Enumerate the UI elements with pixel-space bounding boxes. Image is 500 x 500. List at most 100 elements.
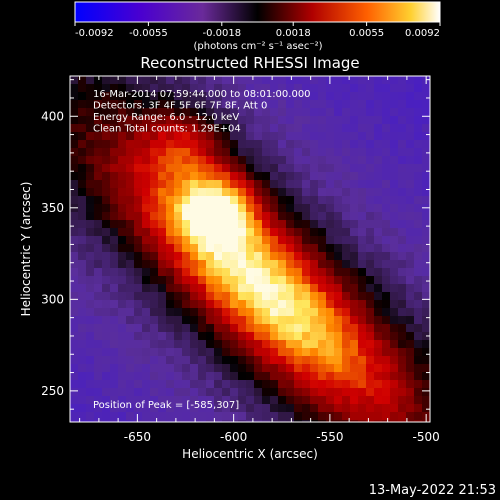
- heatmap-cell: [414, 372, 423, 381]
- heatmap-cell: [206, 116, 215, 125]
- heatmap-cell: [334, 84, 343, 93]
- heatmap-cell: [86, 284, 95, 293]
- timestamp: 13-May-2022 21:53: [369, 483, 496, 498]
- heatmap-cell: [254, 308, 263, 317]
- heatmap-cell: [102, 204, 111, 213]
- heatmap-cell: [334, 420, 343, 422]
- heatmap-cell: [158, 300, 167, 309]
- heatmap-cell: [294, 228, 303, 237]
- heatmap-cell: [182, 156, 191, 165]
- heatmap-cell: [238, 372, 247, 381]
- heatmap-cell: [190, 236, 199, 245]
- heatmap-cell: [422, 124, 430, 133]
- heatmap-cell: [326, 324, 335, 333]
- heatmap-cell: [142, 116, 151, 125]
- heatmap-cell: [310, 188, 319, 197]
- heatmap-cell: [78, 260, 87, 269]
- heatmap-cell: [94, 324, 103, 333]
- heatmap-cell: [158, 268, 167, 277]
- heatmap-cell: [126, 348, 135, 357]
- heatmap-cell: [326, 316, 335, 325]
- heatmap-cell: [190, 148, 199, 157]
- heatmap-cell: [310, 332, 319, 341]
- heatmap-cell: [78, 92, 87, 101]
- heatmap-cell: [358, 108, 367, 117]
- heatmap-cell: [158, 220, 167, 229]
- heatmap-cell: [230, 188, 239, 197]
- heatmap-cell: [278, 164, 287, 173]
- heatmap-cell: [318, 76, 327, 85]
- heatmap-cell: [414, 124, 423, 133]
- heatmap-cell: [134, 164, 143, 173]
- heatmap-cell: [190, 252, 199, 261]
- heatmap-cell: [310, 132, 319, 141]
- heatmap-cell: [182, 404, 191, 413]
- heatmap-cell: [406, 148, 415, 157]
- heatmap-cell: [390, 212, 399, 221]
- heatmap-cell: [214, 140, 223, 149]
- heatmap-cell: [350, 332, 359, 341]
- heatmap-cell: [94, 220, 103, 229]
- heatmap-cell: [174, 220, 183, 229]
- heatmap-cell: [230, 228, 239, 237]
- heatmap-cell: [86, 324, 95, 333]
- heatmap-cell: [358, 300, 367, 309]
- heatmap-cell: [102, 188, 111, 197]
- heatmap-cell: [94, 196, 103, 205]
- heatmap-cell: [262, 260, 271, 269]
- heatmap-cell: [390, 108, 399, 117]
- heatmap-cell: [422, 364, 430, 373]
- heatmap-cell: [86, 340, 95, 349]
- heatmap-cell: [110, 100, 119, 109]
- heatmap-cell: [366, 140, 375, 149]
- heatmap-cell: [110, 276, 119, 285]
- heatmap-cell: [238, 244, 247, 253]
- heatmap-cell: [374, 316, 383, 325]
- heatmap-cell: [366, 228, 375, 237]
- heatmap-cell: [390, 372, 399, 381]
- heatmap-cell: [214, 260, 223, 269]
- heatmap-cell: [70, 252, 79, 261]
- heatmap-cell: [126, 396, 135, 405]
- heatmap-cell: [150, 348, 159, 357]
- heatmap-cell: [294, 188, 303, 197]
- heatmap-cell: [302, 100, 311, 109]
- heatmap-cell: [374, 388, 383, 397]
- heatmap-cell: [166, 188, 175, 197]
- heatmap-cell: [366, 332, 375, 341]
- heatmap-cell: [102, 332, 111, 341]
- heatmap-cell: [190, 204, 199, 213]
- heatmap-cell: [230, 156, 239, 165]
- heatmap-cell: [238, 124, 247, 133]
- heatmap-cell: [326, 404, 335, 413]
- heatmap-cell: [118, 188, 127, 197]
- heatmap-cell: [174, 308, 183, 317]
- heatmap-cell: [254, 132, 263, 141]
- heatmap-cell: [310, 140, 319, 149]
- heatmap-cell: [326, 380, 335, 389]
- heatmap-cell: [350, 252, 359, 261]
- heatmap-cell: [86, 196, 95, 205]
- colorbar-tick-label: -0.0092: [75, 28, 114, 39]
- heatmap-cell: [174, 244, 183, 253]
- heatmap-cell: [86, 308, 95, 317]
- heatmap-cell: [310, 300, 319, 309]
- heatmap-cell: [366, 244, 375, 253]
- heatmap-cell: [190, 292, 199, 301]
- heatmap-cell: [374, 252, 383, 261]
- heatmap-cell: [262, 172, 271, 181]
- heatmap-cell: [342, 244, 351, 253]
- heatmap-cell: [270, 164, 279, 173]
- heatmap-cell: [78, 252, 87, 261]
- heatmap-cell: [198, 348, 207, 357]
- heatmap-cell: [382, 92, 391, 101]
- heatmap-cell: [326, 268, 335, 277]
- heatmap-cell: [406, 188, 415, 197]
- heatmap-cell: [230, 76, 239, 85]
- heatmap-cell: [286, 148, 295, 157]
- heatmap-cell: [214, 92, 223, 101]
- heatmap-cell: [158, 236, 167, 245]
- heatmap-cell: [78, 220, 87, 229]
- heatmap-cell: [126, 300, 135, 309]
